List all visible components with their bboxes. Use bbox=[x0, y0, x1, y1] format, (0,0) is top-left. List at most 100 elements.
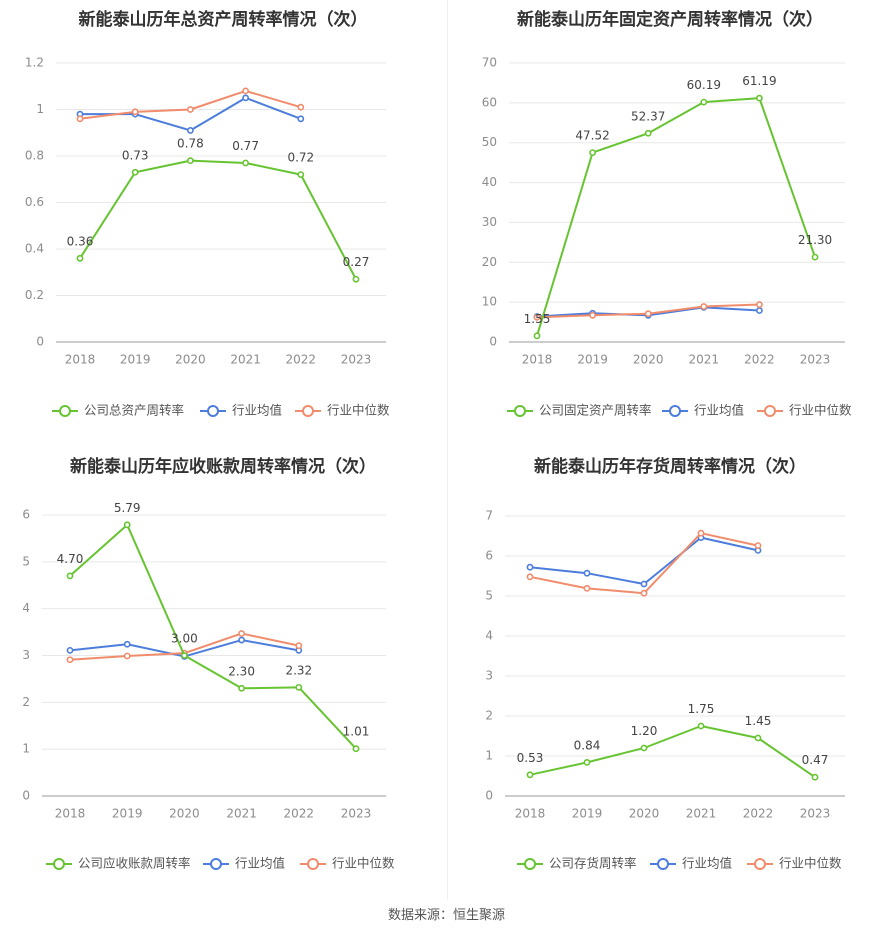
legend-circle-icon bbox=[207, 405, 219, 417]
data-point-industry_avg[interactable] bbox=[66, 646, 74, 654]
data-point-company[interactable] bbox=[754, 734, 762, 742]
chart-3: 新能泰山历年应收账款周转率情况（次） 0 1 2 3 4 5 6 2018 2019 2020 202… bbox=[22, 456, 395, 871]
data-point-company[interactable] bbox=[131, 168, 139, 176]
data-point-industry_median[interactable] bbox=[186, 106, 194, 113]
data-point-industry_median[interactable] bbox=[242, 87, 249, 95]
data-point-company[interactable] bbox=[640, 744, 648, 752]
data-point-industry_avg[interactable] bbox=[186, 127, 194, 134]
data-point-industry_median[interactable] bbox=[589, 311, 596, 319]
y-tick-label: 5 bbox=[485, 589, 493, 603]
legend-item-company[interactable]: 公司应收账款周转率 bbox=[46, 856, 191, 871]
data-point-industry_median[interactable] bbox=[66, 656, 74, 664]
legend-label: 行业中位数 bbox=[327, 403, 390, 418]
data-point-industry_median[interactable] bbox=[754, 542, 762, 549]
data-point-industry_median[interactable] bbox=[238, 630, 245, 637]
data-point-industry_median[interactable] bbox=[700, 303, 708, 310]
legend-label: 行业均值 bbox=[235, 856, 285, 871]
data-point-company[interactable] bbox=[297, 171, 305, 178]
y-tick-label: 5 bbox=[22, 554, 30, 568]
data-point-industry_median[interactable] bbox=[697, 529, 705, 537]
data-point-company[interactable] bbox=[66, 572, 74, 580]
legend-item-industry_median[interactable]: 行业中位数 bbox=[295, 403, 390, 418]
x-tick-label: 2022 bbox=[743, 807, 774, 821]
legend-circle-icon bbox=[754, 858, 766, 870]
data-point-industry_avg[interactable] bbox=[583, 569, 591, 577]
data-point-company[interactable] bbox=[811, 253, 819, 261]
data-point-company[interactable] bbox=[533, 332, 541, 340]
legend-circle-icon bbox=[302, 405, 314, 417]
y-tick-label: 0.4 bbox=[25, 242, 44, 256]
y-tick-label: 1 bbox=[36, 102, 44, 116]
data-point-company[interactable] bbox=[352, 275, 360, 283]
data-label: 1.55 bbox=[524, 312, 551, 326]
legend-label: 行业中位数 bbox=[779, 856, 842, 871]
legend-item-industry_avg[interactable]: 行业均值 bbox=[662, 403, 744, 418]
data-point-industry_avg[interactable] bbox=[640, 580, 648, 588]
data-point-industry_median[interactable] bbox=[644, 310, 652, 318]
x-tick-label: 2018 bbox=[515, 807, 546, 821]
data-point-company[interactable] bbox=[700, 98, 708, 106]
data-point-industry_median[interactable] bbox=[640, 589, 648, 597]
data-point-company[interactable] bbox=[589, 149, 596, 156]
data-label: 60.19 bbox=[687, 78, 721, 92]
data-point-company[interactable] bbox=[644, 129, 652, 137]
data-point-company[interactable] bbox=[186, 157, 194, 165]
data-point-company[interactable] bbox=[180, 652, 188, 659]
data-point-industry_avg[interactable] bbox=[238, 636, 245, 644]
data-point-company[interactable] bbox=[811, 773, 819, 781]
data-point-company[interactable] bbox=[697, 722, 705, 730]
chart-1: 新能泰山历年总资产周转率情况（次） 0 0.2 0.4 0.6 0.8 1 1.2 2018 20… bbox=[25, 9, 390, 418]
data-point-company[interactable] bbox=[242, 159, 249, 167]
x-tick-label: 2020 bbox=[175, 353, 206, 367]
x-tick-label: 2023 bbox=[800, 807, 831, 821]
y-tick-label: 0 bbox=[489, 335, 497, 349]
data-point-company[interactable] bbox=[238, 684, 245, 692]
y-tick-label: 6 bbox=[22, 508, 30, 522]
y-tick-label: 1 bbox=[22, 742, 30, 756]
y-tick-label: 2 bbox=[22, 695, 30, 709]
data-point-industry_median[interactable] bbox=[297, 103, 305, 111]
data-point-company[interactable] bbox=[76, 254, 84, 262]
y-tick-label: 7 bbox=[485, 509, 493, 523]
data-point-industry_median[interactable] bbox=[131, 108, 139, 116]
data-point-company[interactable] bbox=[755, 94, 763, 102]
data-point-company[interactable] bbox=[123, 521, 131, 529]
y-tick-label: 1 bbox=[485, 749, 493, 763]
x-tick-label: 2018 bbox=[522, 353, 553, 367]
data-point-industry_avg[interactable] bbox=[123, 640, 131, 648]
legend-item-industry_avg[interactable]: 行业均值 bbox=[650, 856, 732, 871]
legend-item-industry_avg[interactable]: 行业均值 bbox=[200, 403, 282, 418]
data-label: 0.84 bbox=[574, 738, 601, 752]
legend-item-company[interactable]: 公司固定资产周转率 bbox=[507, 403, 652, 418]
data-point-industry_median[interactable] bbox=[526, 573, 534, 581]
data-point-company[interactable] bbox=[583, 758, 591, 766]
y-tick-label: 0.6 bbox=[25, 195, 44, 209]
data-point-industry_median[interactable] bbox=[755, 301, 763, 308]
x-tick-label: 2021 bbox=[226, 807, 257, 821]
legend-circle-icon bbox=[307, 858, 319, 870]
data-point-company[interactable] bbox=[295, 683, 303, 691]
legend-item-company[interactable]: 公司存货周转率 bbox=[517, 856, 637, 871]
data-point-industry_median[interactable] bbox=[123, 652, 131, 660]
legend-circle-icon bbox=[669, 405, 681, 417]
legend-circle-icon bbox=[524, 858, 536, 870]
legend-item-industry_median[interactable]: 行业中位数 bbox=[300, 856, 395, 871]
data-point-industry_avg[interactable] bbox=[242, 94, 249, 102]
data-point-industry_avg[interactable] bbox=[755, 307, 763, 314]
legend-item-company[interactable]: 公司总资产周转率 bbox=[52, 403, 184, 418]
series-line-company bbox=[79, 159, 357, 280]
data-point-industry_avg[interactable] bbox=[526, 563, 534, 571]
data-point-industry_median[interactable] bbox=[295, 642, 303, 650]
chart-title: 新能泰山历年应收账款周转率情况（次） bbox=[70, 456, 376, 477]
data-point-company[interactable] bbox=[352, 745, 360, 753]
data-point-industry_median[interactable] bbox=[533, 313, 541, 321]
legend-item-industry_median[interactable]: 行业中位数 bbox=[757, 403, 852, 418]
data-point-industry_avg[interactable] bbox=[297, 115, 305, 123]
data-point-industry_median[interactable] bbox=[76, 115, 84, 123]
chart-2: 新能泰山历年固定资产周转率情况（次） 0 10 20 30 40 50 60 70 2018 201… bbox=[482, 9, 852, 418]
legend-item-industry_median[interactable]: 行业中位数 bbox=[747, 856, 842, 871]
data-point-company[interactable] bbox=[526, 771, 534, 779]
legend-item-industry_avg[interactable]: 行业均值 bbox=[203, 856, 285, 871]
y-tick-label: 3 bbox=[485, 669, 493, 683]
data-point-industry_median[interactable] bbox=[583, 584, 591, 592]
